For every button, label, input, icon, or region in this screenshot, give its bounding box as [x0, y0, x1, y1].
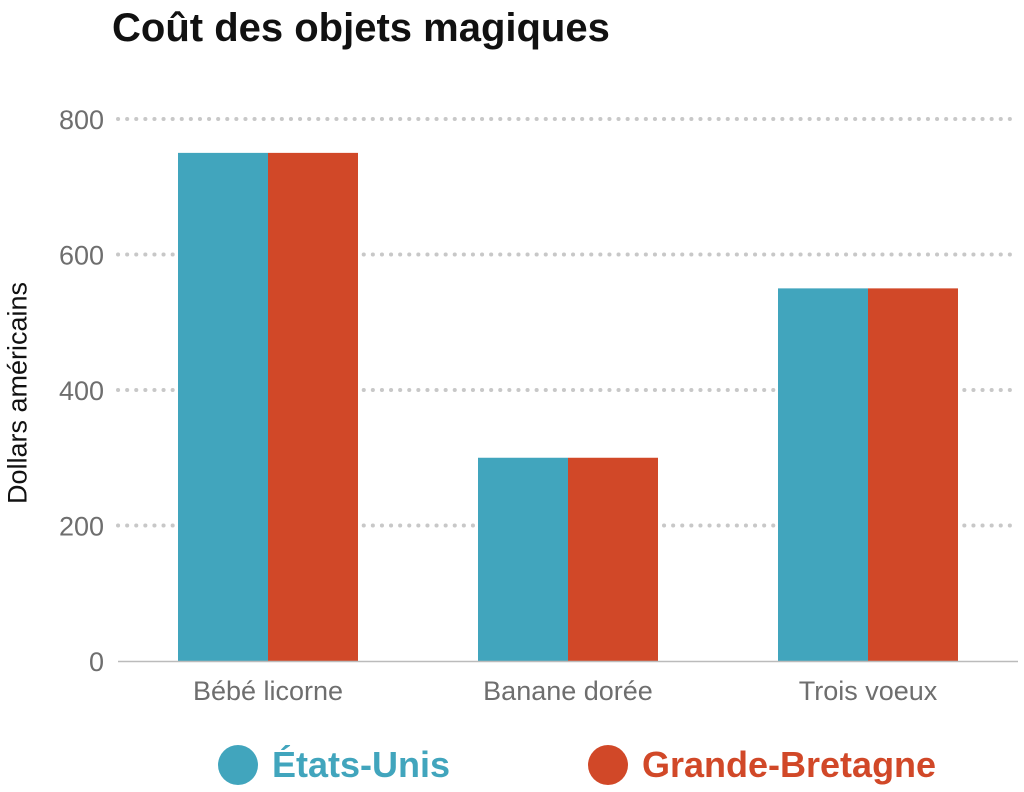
legend: États-Unis Grande-Bretagne	[0, 738, 1024, 792]
y-tick-label: 600	[59, 241, 104, 271]
bar-etats-unis-0	[178, 152, 268, 661]
y-tick-label: 400	[59, 376, 104, 406]
legend-item-grande-bretagne: Grande-Bretagne	[588, 738, 936, 792]
legend-swatch-etats-unis	[218, 745, 258, 785]
y-tick-label: 0	[89, 647, 104, 677]
bars	[178, 152, 958, 661]
bar-etats-unis-1	[478, 457, 568, 661]
legend-item-etats-unis: États-Unis	[218, 738, 450, 792]
legend-label-etats-unis: États-Unis	[272, 744, 451, 785]
legend-label-grande-bretagne: Grande-Bretagne	[642, 744, 937, 785]
x-axis-ticks: Bébé licorne Banane dorée Trois voeux	[193, 676, 938, 706]
legend-swatch-grande-bretagne	[588, 745, 628, 785]
x-tick-label: Trois voeux	[799, 676, 938, 706]
bar-grande-bretagne-1	[568, 457, 658, 661]
x-tick-label: Banane dorée	[483, 676, 653, 706]
x-tick-label: Bébé licorne	[193, 676, 343, 706]
chart-title: Coût des objets magiques	[112, 6, 610, 50]
y-axis-ticks: 0 200 400 600 800	[59, 105, 104, 677]
bar-etats-unis-2	[778, 288, 868, 661]
bar-grande-bretagne-0	[268, 152, 358, 661]
bar-chart: 0 200 400 600 800 Bébé licorne Banane dorée Tr…	[59, 105, 1020, 706]
bar-grande-bretagne-2	[868, 288, 958, 661]
y-tick-label: 800	[59, 105, 104, 135]
y-tick-label: 200	[59, 512, 104, 542]
